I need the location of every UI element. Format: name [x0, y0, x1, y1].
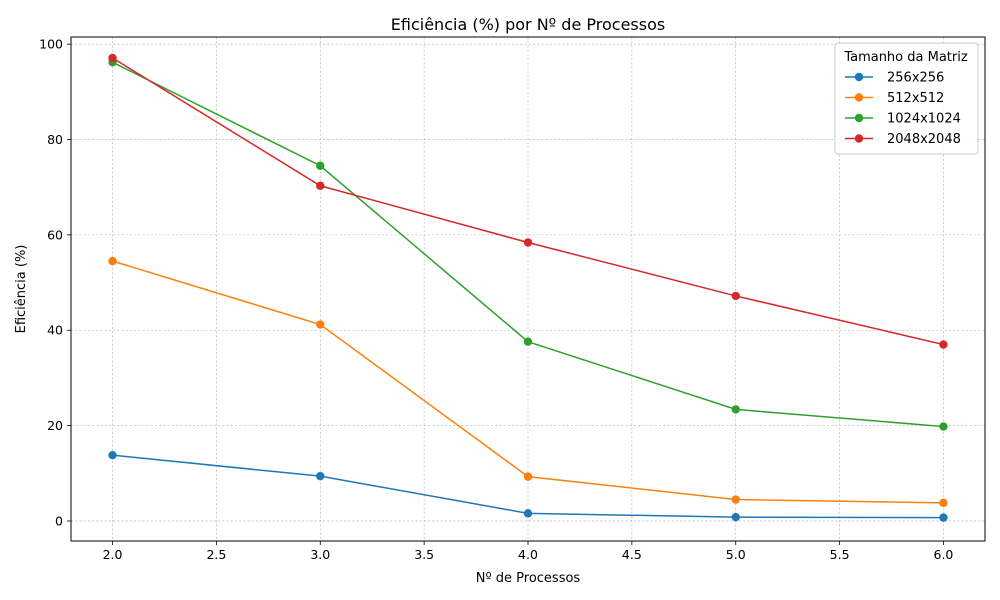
data-point-512x512	[939, 498, 948, 508]
y-axis-label: Eficiência (%)	[14, 245, 29, 334]
data-point-2048x2048	[939, 340, 948, 349]
x-tick-label: 4.5	[622, 547, 642, 562]
data-point-2048x2048	[731, 291, 740, 301]
legend-entry-label: 512x512	[887, 91, 944, 106]
y-tick-label: 60	[47, 227, 63, 242]
data-point-512x512	[316, 320, 325, 329]
y-tick-label: 0	[55, 513, 63, 528]
data-point-256x256	[939, 513, 948, 522]
legend-entry-label: 2048x2048	[887, 132, 961, 147]
data-point-256x256	[523, 509, 533, 518]
legend-swatch-marker	[854, 134, 864, 143]
y-tick-label: 20	[47, 418, 63, 433]
data-point-256x256	[316, 471, 325, 481]
data-point-1024x1024	[523, 337, 533, 346]
y-tick-label: 40	[47, 323, 63, 338]
data-point-256x256	[731, 512, 740, 522]
data-point-1024x1024	[939, 422, 948, 431]
data-point-1024x1024	[731, 405, 740, 414]
data-point-1024x1024	[316, 161, 325, 170]
data-point-2048x2048	[316, 181, 325, 190]
y-tick-label: 80	[47, 132, 63, 147]
chart-title: Eficiência (%) por Nº de Processos	[391, 15, 665, 34]
x-tick-label: 2.5	[206, 547, 226, 562]
data-point-2048x2048	[108, 53, 117, 63]
y-tick-label: 100	[39, 37, 63, 52]
x-tick-label: 6.0	[934, 547, 954, 562]
legend: Tamanho da Matriz 256x256 512x512 1024x102…	[834, 42, 979, 155]
data-point-512x512	[523, 472, 533, 481]
x-tick-label: 3.5	[414, 547, 434, 562]
x-axis-label: Nº de Processos	[476, 571, 581, 586]
series-layer	[108, 53, 948, 522]
x-tick-label: 2.0	[103, 547, 123, 562]
data-point-2048x2048	[523, 238, 533, 247]
legend-box	[834, 42, 979, 155]
x-tick-label: 3.0	[310, 547, 330, 562]
legend-swatch-marker	[854, 72, 864, 82]
x-tick-label: 5.0	[726, 547, 746, 562]
x-tick-label: 4.0	[518, 547, 538, 562]
data-point-256x256	[108, 450, 117, 460]
x-tick-label: 5.5	[830, 547, 850, 562]
legend-swatch-marker	[854, 93, 864, 102]
tick-layer: 2.0 2.5 3.0 3.5 4.0 4.5 5.0 5.5 6.0 0 20 40 60 80 100	[39, 37, 953, 562]
data-point-512x512	[108, 256, 117, 266]
legend-swatch-marker	[854, 113, 864, 123]
legend-entry-label: 1024x1024	[887, 112, 961, 127]
data-point-512x512	[731, 495, 740, 504]
legend-entry-label: 256x256	[887, 71, 944, 86]
legend-title: Tamanho da Matriz	[843, 50, 968, 65]
